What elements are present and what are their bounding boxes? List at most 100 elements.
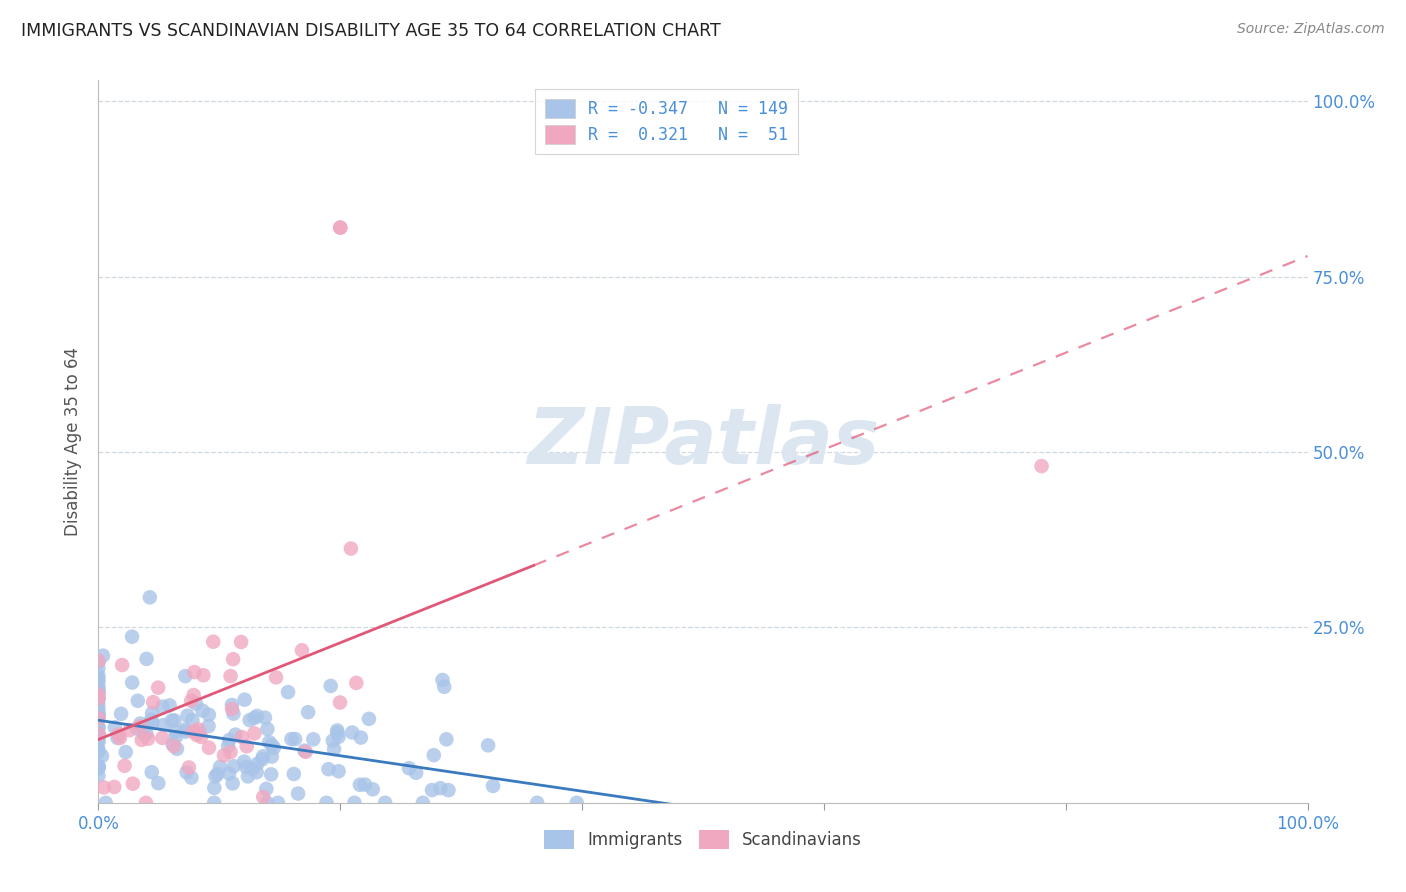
Point (252, 790, 274, 805)
Point (565, 796, 588, 810)
Point (328, 730, 350, 744)
Point (131, 732, 153, 747)
Point (222, 652, 245, 666)
Point (207, 767, 229, 781)
Point (118, 723, 141, 737)
Text: ZIPatlas: ZIPatlas (527, 403, 879, 480)
Point (127, 722, 149, 736)
Point (254, 781, 277, 796)
Point (121, 630, 143, 644)
Point (152, 718, 174, 732)
Point (233, 692, 256, 706)
Point (87, 690, 110, 705)
Point (87, 688, 110, 702)
Point (277, 685, 299, 699)
Point (322, 733, 344, 747)
Point (235, 760, 257, 774)
Point (329, 696, 352, 710)
Point (235, 739, 257, 754)
Point (141, 713, 163, 727)
Point (180, 771, 202, 785)
Point (181, 724, 204, 739)
Point (398, 761, 420, 775)
Point (434, 732, 457, 747)
Point (315, 796, 337, 810)
Point (87, 761, 110, 775)
Point (243, 711, 266, 725)
Text: IMMIGRANTS VS SCANDINAVIAN DISABILITY AGE 35 TO 64 CORRELATION CHART: IMMIGRANTS VS SCANDINAVIAN DISABILITY AG… (21, 22, 721, 40)
Point (256, 796, 278, 810)
Point (420, 783, 443, 797)
Point (87, 672, 110, 686)
Point (429, 781, 451, 796)
Point (135, 727, 157, 741)
Point (482, 779, 505, 793)
Point (349, 778, 371, 792)
Point (405, 765, 427, 780)
Point (114, 745, 136, 759)
Point (328, 764, 350, 779)
Point (264, 670, 287, 684)
Point (87, 675, 110, 690)
Point (87, 698, 110, 712)
Point (357, 712, 380, 726)
Point (87, 710, 110, 724)
Point (287, 787, 309, 801)
Point (291, 643, 314, 657)
Point (197, 719, 219, 733)
Point (294, 744, 316, 758)
Point (87, 680, 110, 694)
Point (110, 706, 132, 721)
Point (87, 702, 110, 716)
Point (160, 714, 183, 728)
Point (87, 743, 110, 757)
Point (256, 722, 278, 736)
Y-axis label: Disability Age 35 to 64: Disability Age 35 to 64 (65, 347, 83, 536)
Point (191, 704, 214, 718)
Point (181, 713, 204, 727)
Point (135, 652, 157, 666)
Point (260, 767, 283, 781)
Point (198, 740, 221, 755)
Point (246, 709, 269, 723)
Point (263, 740, 285, 755)
Point (87, 759, 110, 773)
Point (294, 745, 316, 759)
Point (239, 713, 262, 727)
Point (87, 728, 110, 742)
Point (186, 728, 208, 742)
Point (260, 738, 283, 752)
Point (280, 732, 302, 747)
Point (183, 665, 205, 679)
Point (176, 765, 198, 780)
Point (1031, 459, 1053, 474)
Point (162, 737, 184, 751)
Point (159, 698, 181, 713)
Point (87, 760, 110, 774)
Point (260, 749, 283, 764)
Point (221, 702, 243, 716)
Point (253, 711, 276, 725)
Point (326, 723, 349, 738)
Point (423, 748, 446, 763)
Point (217, 739, 239, 753)
Point (142, 695, 165, 709)
Point (165, 730, 187, 744)
Point (108, 731, 131, 745)
Point (231, 730, 253, 744)
Point (87, 661, 110, 675)
Point (91, 648, 114, 663)
Point (219, 669, 242, 683)
Point (163, 714, 186, 728)
Text: Source: ZipAtlas.com: Source: ZipAtlas.com (1237, 22, 1385, 37)
Point (329, 220, 352, 235)
Point (432, 673, 454, 687)
Point (477, 739, 499, 753)
Point (212, 748, 235, 763)
Point (204, 769, 226, 783)
Point (209, 760, 232, 774)
Point (229, 635, 252, 649)
Point (87, 745, 110, 759)
Point (111, 658, 134, 673)
Point (246, 765, 269, 780)
